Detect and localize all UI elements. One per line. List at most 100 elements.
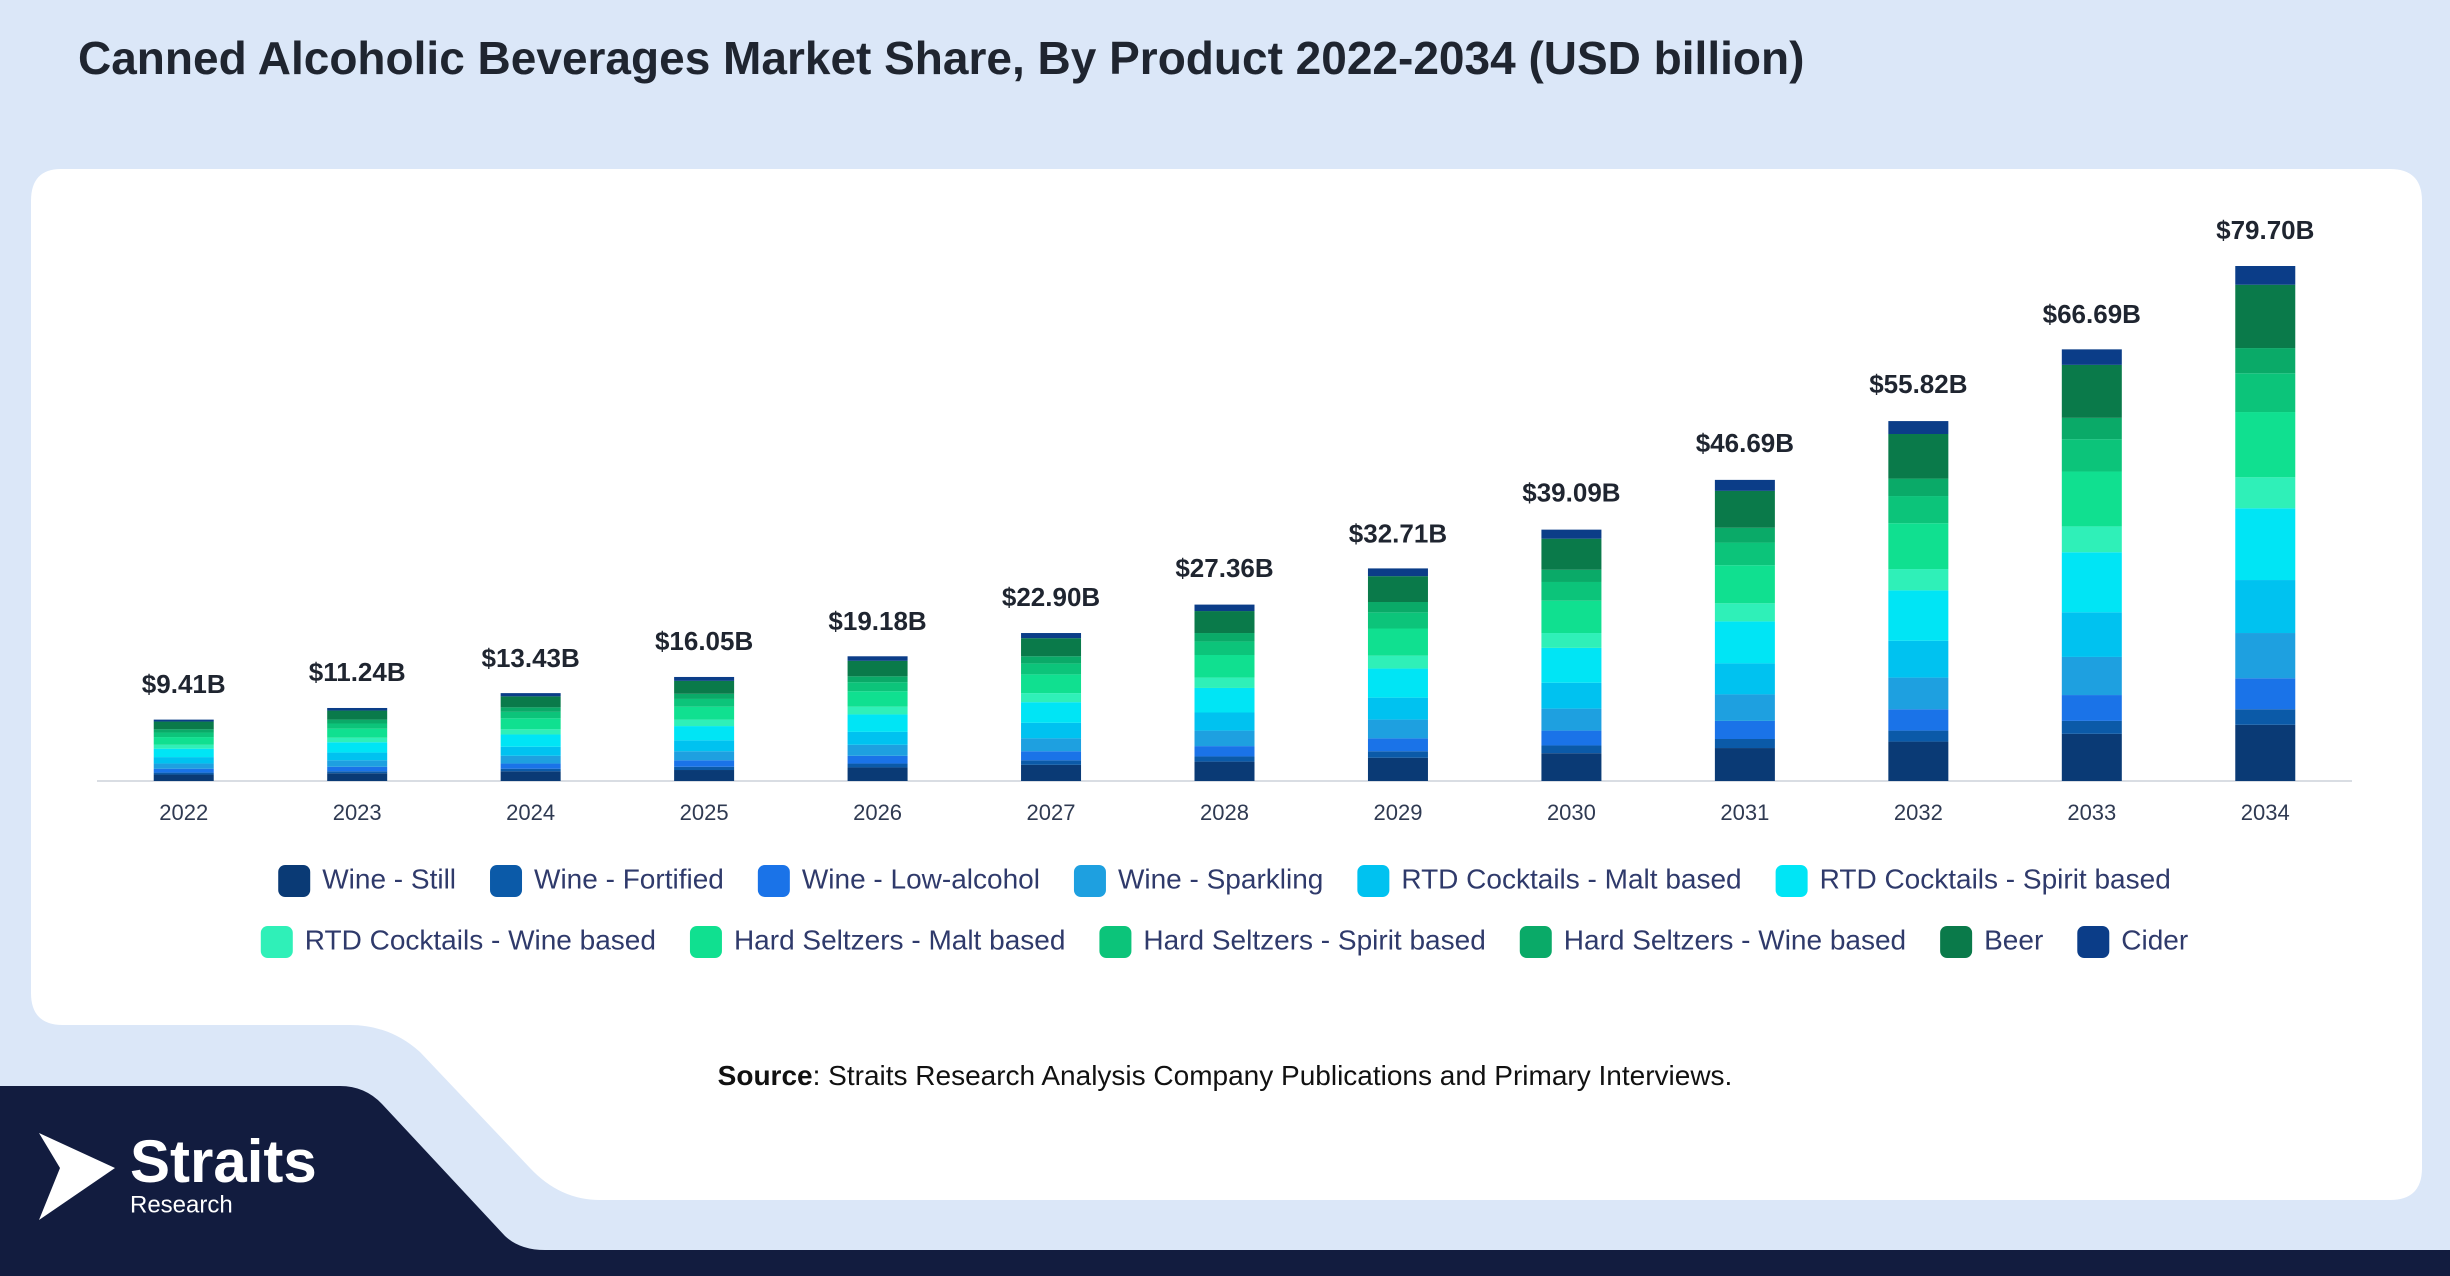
total-label: $32.71B (1349, 519, 1447, 549)
bar-segment (327, 707, 388, 711)
bar-segment (1714, 621, 1775, 664)
legend-row: RTD Cocktails - Wine based Hard Seltzers … (260, 924, 2188, 958)
total-label: $16.05B (655, 626, 753, 656)
bar-segment (1194, 761, 1255, 781)
source-text: : Straits Research Analysis Company Publ… (813, 1060, 1733, 1091)
bar-segment (2061, 552, 2122, 613)
bar-segment (1888, 677, 1949, 710)
total-label: $13.43B (481, 643, 579, 673)
bar-segment (1888, 478, 1949, 497)
legend-label: Cider (2121, 924, 2188, 955)
x-tick-label: 2026 (853, 800, 902, 825)
bar-segment (153, 774, 214, 781)
bar-segment (847, 763, 908, 768)
legend-label: Hard Seltzers - Wine based (1564, 924, 1906, 955)
bar-segment (1194, 746, 1255, 757)
legend-swatch (490, 865, 523, 897)
bar-segment (1194, 677, 1255, 688)
bar-segment (1541, 708, 1602, 731)
bar-segment (1714, 694, 1775, 721)
bar-segment (500, 729, 561, 735)
total-label: $22.90B (1002, 582, 1100, 612)
bar-segment (1714, 748, 1775, 781)
bar-segment (500, 771, 561, 781)
bar-segment (1194, 611, 1255, 634)
bar-segment (153, 719, 214, 722)
legend-label: RTD Cocktails - Spirit based (1820, 863, 2171, 894)
bar-segment (847, 682, 908, 692)
legend-label: RTD Cocktails - Wine based (305, 924, 656, 955)
bar-segment (1541, 745, 1602, 754)
bar-segment (1541, 569, 1602, 582)
bar-segment (1194, 604, 1255, 612)
bar-segment (153, 763, 214, 769)
bar-segment (500, 718, 561, 730)
bar-segment (674, 770, 735, 781)
bar-segment (327, 752, 388, 761)
bar-segment (1888, 496, 1949, 524)
bar-segment (847, 691, 908, 707)
bar-segment (1021, 633, 1082, 639)
bar-segment (1541, 633, 1602, 648)
bar-segment (327, 771, 388, 774)
bar-segment (2061, 656, 2122, 696)
legend-label: Wine - Low-alcohol (802, 863, 1040, 894)
bar-segment (847, 706, 908, 715)
bar-segment (1021, 693, 1082, 703)
bar-segment (153, 768, 214, 773)
bar-segment (1888, 590, 1949, 641)
logo-sub: Research (130, 1191, 233, 1218)
bar-segment (1541, 682, 1602, 709)
bar-segment (847, 676, 908, 683)
bar-segment (500, 711, 561, 719)
bar-segment (674, 698, 735, 707)
bar-segment (1888, 434, 1949, 479)
bar-segment (674, 676, 735, 681)
bar-segment (1714, 527, 1775, 543)
bar-segment (1714, 603, 1775, 622)
bar-segment (153, 737, 214, 745)
bar-segment (153, 732, 214, 738)
bar-segment (1714, 479, 1775, 491)
bar-segment (327, 766, 388, 772)
legend-label: Wine - Still (322, 863, 456, 894)
bar-segment (1021, 663, 1082, 675)
bar-segment (1194, 756, 1255, 762)
x-tick-label: 2029 (1373, 800, 1422, 825)
bar-segment (1714, 490, 1775, 528)
bar-segment (1367, 655, 1428, 669)
bar-segment (2235, 633, 2296, 679)
bar-segment (327, 710, 388, 720)
bar-segment (1888, 640, 1949, 678)
total-label: $55.82B (1869, 369, 1967, 399)
total-label: $19.18B (828, 606, 926, 636)
bar-segment (1021, 738, 1082, 752)
bar-segment (847, 656, 908, 661)
bar-segment (847, 660, 908, 677)
bar-segment (1021, 751, 1082, 761)
bar-segment (2061, 349, 2122, 365)
x-tick-label: 2023 (333, 800, 382, 825)
bar-segment (2235, 373, 2296, 413)
bar-segment (674, 680, 735, 694)
bar-segment (1541, 529, 1602, 539)
bar-segment (1194, 730, 1255, 747)
legend-swatch (1073, 865, 1106, 897)
bar-segment (2235, 284, 2296, 349)
bar-segment (1367, 719, 1428, 739)
total-label: $11.24B (309, 657, 406, 687)
bar-segment (1021, 722, 1082, 739)
bar-segment (327, 742, 388, 753)
bar-segment (327, 719, 388, 724)
bar-segment (2061, 439, 2122, 472)
bar-segment (327, 737, 388, 743)
bar-segment (674, 719, 735, 727)
bar-segment (1888, 421, 1949, 435)
bar-segment (847, 744, 908, 756)
bar-segment (500, 707, 561, 712)
bar-segment (674, 706, 735, 720)
legend-swatch (1940, 926, 1973, 958)
bar-segment (1194, 641, 1255, 655)
legend-swatch (260, 926, 293, 958)
